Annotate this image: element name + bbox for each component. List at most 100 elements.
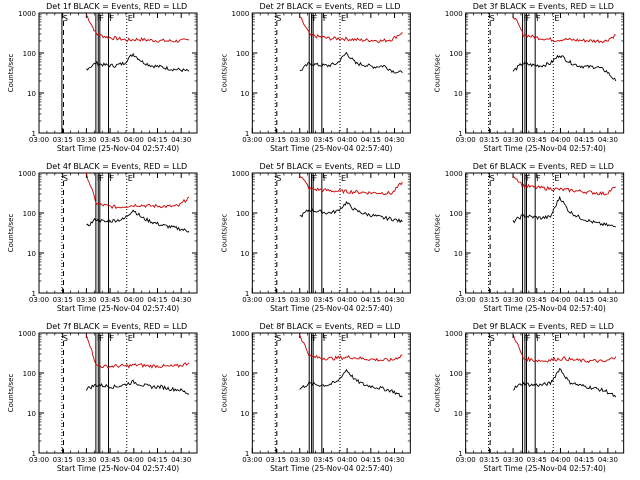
marker-label-E: E bbox=[341, 14, 346, 23]
x-tick-label: 04:30 bbox=[384, 456, 404, 464]
chart-panel-9: Det 9f BLACK = Events, RED = LLD 1 10 100 10… bbox=[434, 322, 625, 473]
x-tick-label: 03:45 bbox=[313, 296, 333, 304]
marker-label-F: F bbox=[323, 174, 328, 183]
x-tick-label: 03:00 bbox=[242, 456, 262, 464]
lld-series-line bbox=[299, 16, 403, 43]
x-tick-label: 04:15 bbox=[361, 136, 381, 144]
x-tick-label: 04:00 bbox=[337, 296, 357, 304]
y-axis-label: Counts/sec bbox=[7, 374, 15, 413]
y-tick-label: 10 bbox=[454, 410, 463, 418]
marker-label-F: F bbox=[110, 174, 115, 183]
panel-title: Det 1f BLACK = Events, RED = LLD bbox=[46, 2, 187, 11]
y-tick-label: 10 bbox=[240, 90, 249, 98]
plot-frame bbox=[38, 12, 198, 134]
y-tick-label: 1 bbox=[458, 130, 462, 138]
x-tick-label: 03:15 bbox=[53, 296, 73, 304]
marker-label-S: S bbox=[490, 14, 495, 23]
chart-panel-2: Det 2f BLACK = Events, RED = LLD 1 10 100 10… bbox=[220, 2, 411, 153]
marker-label-F: F bbox=[536, 14, 541, 23]
marker-label-F: F bbox=[110, 334, 115, 343]
x-tick-label: 04:30 bbox=[171, 136, 191, 144]
chart-panel-5: Det 5f BLACK = Events, RED = LLD 1 10 100 10… bbox=[220, 162, 411, 313]
x-tick-label: 03:00 bbox=[456, 296, 476, 304]
x-tick-label: 03:15 bbox=[266, 296, 286, 304]
marker-label-S: S bbox=[63, 14, 68, 23]
x-tick-label: 04:15 bbox=[574, 296, 594, 304]
x-tick-label: 03:30 bbox=[76, 296, 96, 304]
x-tick-label: 03:00 bbox=[456, 456, 476, 464]
marker-label-S: S bbox=[63, 334, 68, 343]
x-axis-label: Start Time (25-Nov-04 02:57:40) bbox=[57, 464, 179, 473]
x-tick-label: 03:45 bbox=[100, 456, 120, 464]
panel-title: Det 9f BLACK = Events, RED = LLD bbox=[473, 322, 614, 331]
chart-panel-1: Det 1f BLACK = Events, RED = LLD 1 10 100 10… bbox=[7, 2, 198, 153]
x-tick-label: 03:00 bbox=[29, 456, 49, 464]
x-tick-label: 03:45 bbox=[527, 456, 547, 464]
y-tick-label: 10 bbox=[27, 250, 36, 258]
lld-series-line bbox=[85, 335, 190, 370]
marker-label-F: F bbox=[99, 14, 104, 23]
x-tick-label: 04:00 bbox=[124, 136, 144, 144]
x-tick-label: 03:45 bbox=[527, 136, 547, 144]
events-series-line bbox=[512, 367, 617, 398]
y-tick-label: 100 bbox=[449, 210, 462, 218]
marker-label-F: F bbox=[99, 334, 104, 343]
events-series-line bbox=[85, 379, 190, 395]
plot-frame bbox=[465, 172, 625, 294]
x-tick-label: 03:30 bbox=[503, 296, 523, 304]
panel-title: Det 7f BLACK = Events, RED = LLD bbox=[46, 322, 187, 331]
x-axis-label: Start Time (25-Nov-04 02:57:40) bbox=[484, 304, 606, 313]
lld-series-line bbox=[512, 333, 617, 364]
x-tick-label: 04:00 bbox=[550, 296, 570, 304]
y-tick-label: 100 bbox=[23, 370, 36, 378]
marker-label-F: F bbox=[313, 334, 318, 343]
lld-series-line bbox=[299, 175, 403, 196]
y-tick-label: 10 bbox=[454, 90, 463, 98]
x-tick-label: 04:15 bbox=[361, 456, 381, 464]
x-tick-label: 03:45 bbox=[100, 296, 120, 304]
x-tick-label: 04:15 bbox=[147, 136, 167, 144]
x-axis-label: Start Time (25-Nov-04 02:57:40) bbox=[270, 144, 392, 153]
x-tick-label: 04:00 bbox=[550, 456, 570, 464]
y-tick-label: 10 bbox=[27, 90, 36, 98]
y-tick-label: 1000 bbox=[445, 170, 463, 178]
y-axis-label: Counts/sec bbox=[7, 54, 15, 93]
y-tick-label: 100 bbox=[236, 50, 249, 58]
panel-title: Det 5f BLACK = Events, RED = LLD bbox=[259, 162, 400, 171]
x-tick-label: 04:30 bbox=[598, 136, 618, 144]
x-tick-label: 03:30 bbox=[76, 456, 96, 464]
marker-label-F: F bbox=[536, 334, 541, 343]
x-tick-label: 03:30 bbox=[290, 296, 310, 304]
marker-label-S: S bbox=[490, 334, 495, 343]
x-tick-label: 03:15 bbox=[266, 136, 286, 144]
y-axis-label: Counts/sec bbox=[220, 374, 228, 413]
y-tick-label: 100 bbox=[236, 370, 249, 378]
y-tick-label: 1 bbox=[245, 130, 249, 138]
plot-frame bbox=[38, 172, 198, 294]
y-tick-label: 1000 bbox=[445, 10, 463, 18]
x-tick-label: 04:30 bbox=[171, 296, 191, 304]
lld-series-line bbox=[299, 334, 403, 362]
y-tick-label: 1000 bbox=[18, 170, 36, 178]
marker-label-S: S bbox=[276, 14, 281, 23]
events-series-line bbox=[299, 51, 403, 74]
x-tick-label: 03:00 bbox=[29, 136, 49, 144]
x-tick-label: 03:45 bbox=[100, 136, 120, 144]
marker-label-E: E bbox=[128, 14, 133, 23]
plot-frame bbox=[465, 12, 625, 134]
y-tick-label: 100 bbox=[236, 210, 249, 218]
y-tick-label: 100 bbox=[449, 50, 462, 58]
marker-label-E: E bbox=[128, 174, 133, 183]
y-tick-label: 1 bbox=[245, 290, 249, 298]
marker-label-E: E bbox=[554, 14, 559, 23]
y-tick-label: 1 bbox=[32, 290, 36, 298]
x-tick-label: 03:15 bbox=[479, 296, 499, 304]
marker-label-E: E bbox=[128, 334, 133, 343]
marker-label-S: S bbox=[490, 174, 495, 183]
x-axis-label: Start Time (25-Nov-04 02:57:40) bbox=[57, 304, 179, 313]
marker-label-F: F bbox=[99, 174, 104, 183]
marker-label-F: F bbox=[536, 174, 541, 183]
marker-label-S: S bbox=[276, 334, 281, 343]
y-tick-label: 10 bbox=[454, 250, 463, 258]
marker-label-F: F bbox=[313, 174, 318, 183]
